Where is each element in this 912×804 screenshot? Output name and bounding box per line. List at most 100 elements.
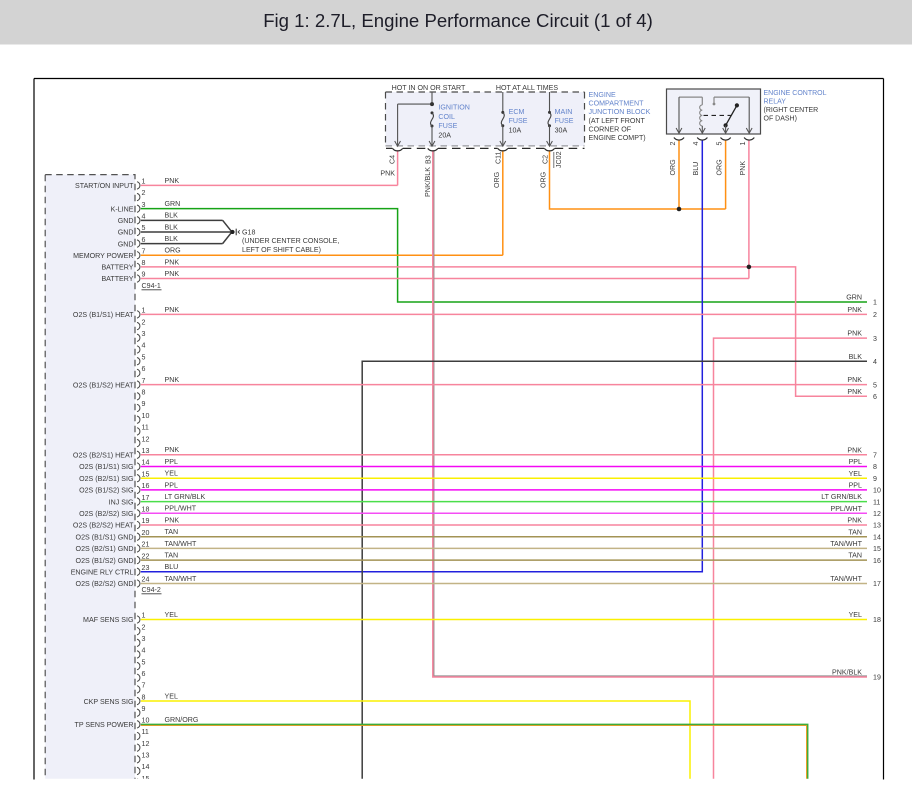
svg-text:O2S (B2/S1) GND: O2S (B2/S1) GND xyxy=(76,545,134,553)
svg-text:YEL: YEL xyxy=(165,470,178,478)
svg-text:BLU: BLU xyxy=(692,162,700,176)
svg-text:15: 15 xyxy=(142,775,150,783)
svg-text:18: 18 xyxy=(142,506,150,514)
svg-text:30A: 30A xyxy=(555,127,568,135)
svg-text:CORNER OF: CORNER OF xyxy=(589,125,632,133)
svg-text:TAN: TAN xyxy=(848,528,862,536)
svg-text:4: 4 xyxy=(142,213,146,221)
svg-text:PNK: PNK xyxy=(165,376,180,384)
svg-text:PNK: PNK xyxy=(165,516,180,524)
svg-text:FUSE: FUSE xyxy=(555,117,574,125)
svg-text:8: 8 xyxy=(142,259,146,267)
svg-text:13: 13 xyxy=(142,752,150,760)
svg-text:10A: 10A xyxy=(509,127,522,135)
svg-text:IGNITION: IGNITION xyxy=(438,104,470,112)
svg-text:PNK: PNK xyxy=(847,446,862,454)
svg-text:ENGINE COMPT): ENGINE COMPT) xyxy=(589,134,646,142)
svg-text:1: 1 xyxy=(142,612,146,620)
svg-text:5: 5 xyxy=(715,142,723,146)
svg-text:CKP SENS SIG: CKP SENS SIG xyxy=(84,698,134,706)
svg-text:16: 16 xyxy=(142,482,150,490)
svg-text:15: 15 xyxy=(142,470,150,478)
svg-text:8: 8 xyxy=(142,389,146,397)
svg-text:10: 10 xyxy=(873,487,881,495)
svg-text:GRN: GRN xyxy=(165,200,181,208)
svg-text:ORG: ORG xyxy=(715,159,723,175)
svg-text:8: 8 xyxy=(873,463,877,471)
svg-text:ENGINE: ENGINE xyxy=(589,91,616,99)
svg-text:10: 10 xyxy=(142,717,150,725)
svg-text:19: 19 xyxy=(873,674,881,682)
svg-text:GND: GND xyxy=(118,229,134,237)
svg-text:C4: C4 xyxy=(388,155,396,164)
svg-text:6: 6 xyxy=(142,670,146,678)
svg-text:INJ SIG: INJ SIG xyxy=(109,498,134,506)
svg-text:TAN/WHT: TAN/WHT xyxy=(165,540,197,548)
svg-text:BATTERY: BATTERY xyxy=(101,264,133,272)
svg-text:11: 11 xyxy=(142,728,149,736)
svg-text:GRN/ORG: GRN/ORG xyxy=(165,716,199,724)
svg-text:OF DASH): OF DASH) xyxy=(764,116,797,123)
svg-text:TAN/WHT: TAN/WHT xyxy=(830,540,862,548)
svg-text:C2: C2 xyxy=(541,155,549,164)
svg-text:ENGINE RLY CTRL: ENGINE RLY CTRL xyxy=(71,569,134,577)
svg-text:3: 3 xyxy=(142,330,146,338)
svg-text:JC02: JC02 xyxy=(555,151,563,168)
svg-text:HOT AT ALL TIMES: HOT AT ALL TIMES xyxy=(496,84,559,92)
svg-text:14: 14 xyxy=(142,459,150,467)
svg-text:PNK: PNK xyxy=(847,330,862,338)
svg-text:7: 7 xyxy=(873,452,877,460)
svg-text:PNK: PNK xyxy=(165,446,180,454)
svg-text:BLK: BLK xyxy=(165,212,179,220)
svg-text:ORG: ORG xyxy=(493,172,501,188)
svg-text:ORG: ORG xyxy=(540,172,548,188)
svg-text:YEL: YEL xyxy=(165,692,178,700)
svg-text:LT GRN/BLK: LT GRN/BLK xyxy=(821,493,862,501)
svg-text:FUSE: FUSE xyxy=(509,117,528,125)
svg-text:O2S (B2/S2) SIG: O2S (B2/S2) SIG xyxy=(79,510,133,518)
svg-text:JUNCTION BLOCK: JUNCTION BLOCK xyxy=(589,108,651,116)
svg-text:TAN: TAN xyxy=(165,528,179,536)
svg-text:BLK: BLK xyxy=(849,353,863,361)
svg-text:GRN: GRN xyxy=(846,294,862,302)
svg-text:PNK/BLK: PNK/BLK xyxy=(424,167,432,197)
svg-text:PNK/BLK: PNK/BLK xyxy=(832,669,862,677)
svg-text:MEMORY POWER: MEMORY POWER xyxy=(73,252,133,260)
svg-text:(UNDER CENTER CONSOLE,: (UNDER CENTER CONSOLE, xyxy=(242,237,339,245)
svg-text:17: 17 xyxy=(142,494,150,502)
svg-text:13: 13 xyxy=(142,447,150,455)
svg-text:3: 3 xyxy=(873,335,877,343)
svg-text:PNK: PNK xyxy=(847,376,862,384)
svg-text:YEL: YEL xyxy=(165,611,178,619)
svg-text:1: 1 xyxy=(142,178,146,186)
svg-text:START/ON INPUT: START/ON INPUT xyxy=(75,182,134,190)
svg-text:G18: G18 xyxy=(242,229,255,237)
svg-text:(RIGHT CENTER: (RIGHT CENTER xyxy=(764,107,819,114)
svg-text:B3: B3 xyxy=(424,155,432,164)
svg-text:2: 2 xyxy=(873,311,877,319)
svg-text:TP SENS POWER: TP SENS POWER xyxy=(75,721,134,729)
svg-text:PNK: PNK xyxy=(739,161,747,176)
svg-text:5: 5 xyxy=(873,381,877,389)
svg-text:4: 4 xyxy=(692,142,700,146)
svg-text:MAF SENS SIG: MAF SENS SIG xyxy=(83,616,133,624)
svg-text:ORG: ORG xyxy=(165,247,181,255)
svg-text:18: 18 xyxy=(873,616,881,624)
svg-text:O2S (B2/S1) HEAT: O2S (B2/S1) HEAT xyxy=(73,452,134,460)
svg-text:14: 14 xyxy=(873,533,881,541)
svg-text:MAIN: MAIN xyxy=(555,108,573,116)
svg-text:C94-2: C94-2 xyxy=(142,586,161,594)
svg-text:PNK: PNK xyxy=(847,306,862,314)
svg-text:PPL/WHT: PPL/WHT xyxy=(830,505,862,513)
svg-text:6: 6 xyxy=(142,365,146,373)
svg-text:13: 13 xyxy=(873,522,881,530)
svg-text:YEL: YEL xyxy=(849,470,862,478)
svg-text:3: 3 xyxy=(142,635,146,643)
svg-text:BLK: BLK xyxy=(165,223,179,231)
svg-text:1: 1 xyxy=(142,307,146,315)
svg-text:Fig 1: 2.7L, Engine Performanc: Fig 1: 2.7L, Engine Performance Circuit … xyxy=(263,10,653,31)
svg-text:15: 15 xyxy=(873,545,881,553)
svg-text:PPL: PPL xyxy=(849,482,862,490)
svg-text:9: 9 xyxy=(142,400,146,408)
svg-text:TAN/WHT: TAN/WHT xyxy=(165,575,197,583)
